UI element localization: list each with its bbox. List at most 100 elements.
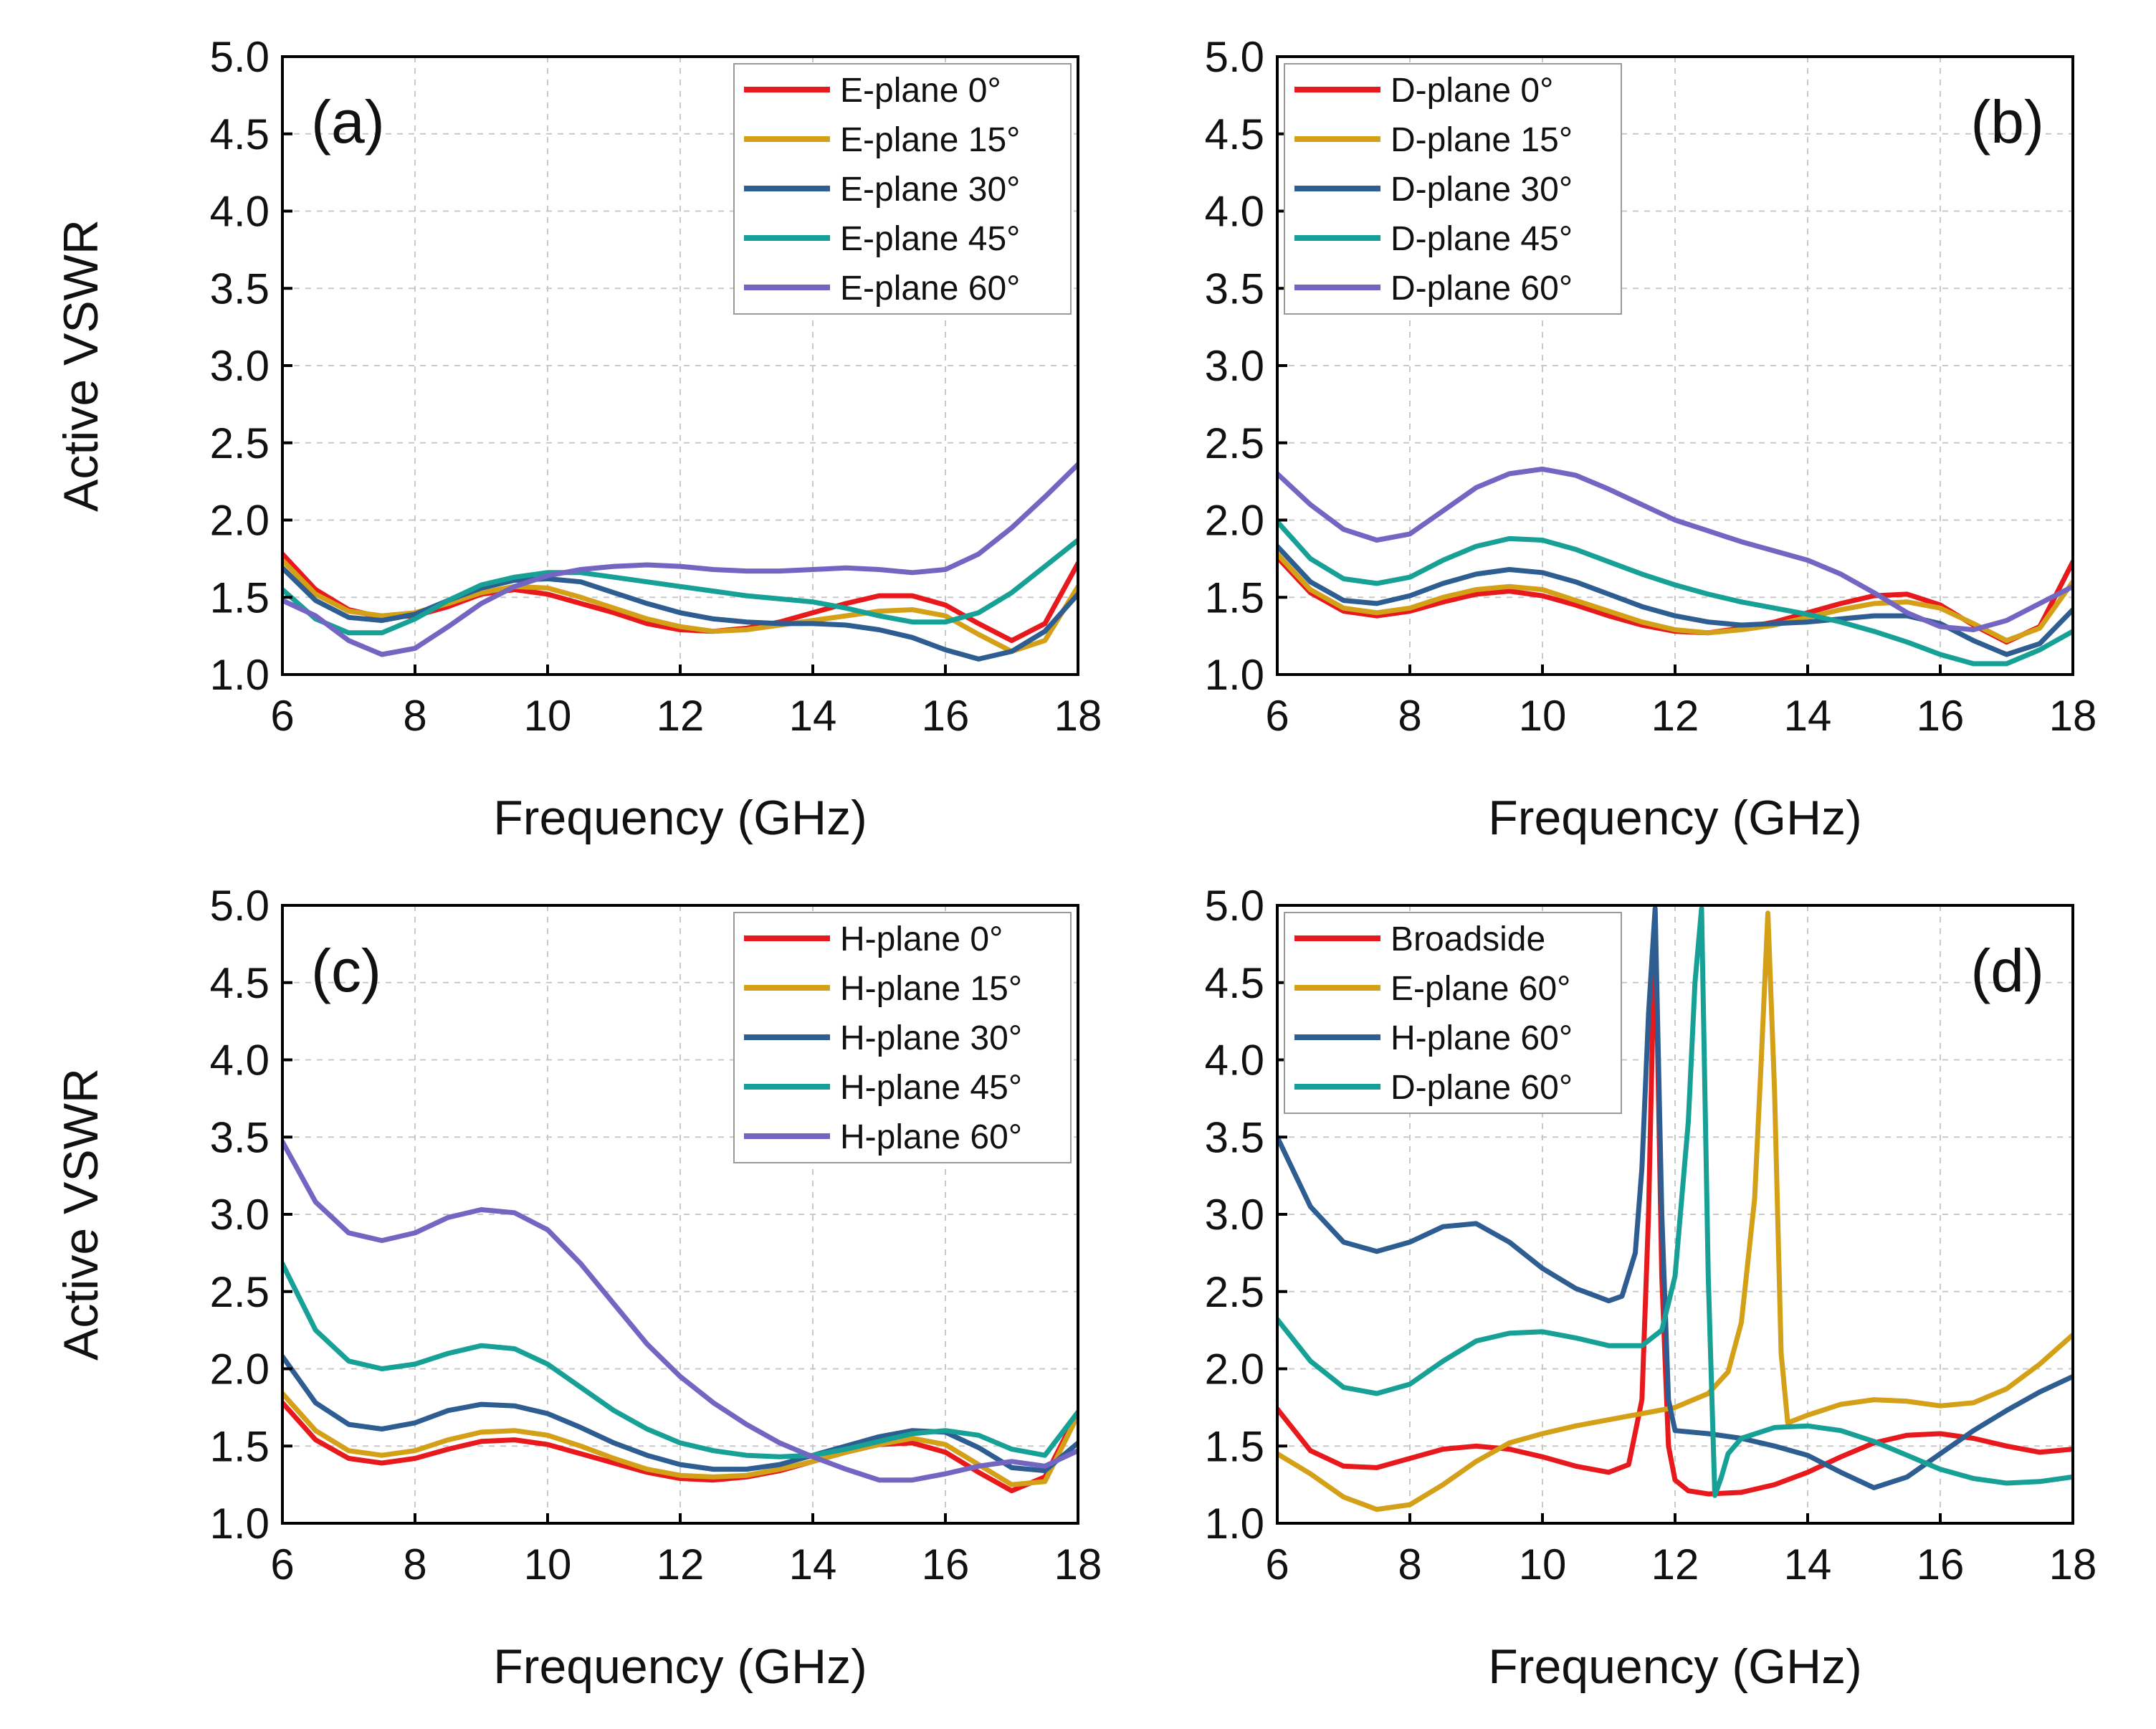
y-tick-label: 5.0 bbox=[1205, 33, 1264, 81]
legend-label: H-plane 15° bbox=[840, 970, 1022, 1008]
y-tick-label: 1.5 bbox=[210, 1422, 270, 1470]
series-line-h-plane-45deg bbox=[282, 1261, 1078, 1459]
plot-series bbox=[1277, 905, 2073, 1513]
x-tick-label: 14 bbox=[789, 1540, 837, 1589]
x-axis-title: Frequency (GHz) bbox=[1488, 1639, 1861, 1694]
panel-label: (d) bbox=[1970, 937, 2044, 1004]
series-line-h-plane-60deg bbox=[1277, 905, 2073, 1490]
x-tick-label: 12 bbox=[657, 1540, 705, 1589]
x-axis-title: Frequency (GHz) bbox=[493, 1639, 867, 1694]
y-tick-label: 4.5 bbox=[1205, 959, 1264, 1007]
y-tick-label: 3.5 bbox=[210, 1113, 270, 1161]
y-tick-label: 2.5 bbox=[1205, 1268, 1264, 1316]
legend-label: H-plane 30° bbox=[840, 1019, 1022, 1057]
legend: E-plane 0° E-plane 15° E-plane 30° E-plane … bbox=[733, 63, 1072, 315]
series-line-e-plane-30deg bbox=[282, 565, 1078, 662]
legend-label: H-plane 0° bbox=[840, 920, 1003, 958]
y-tick-label: 3.0 bbox=[210, 342, 270, 390]
series-line-e-plane-45deg bbox=[282, 538, 1078, 636]
x-tick-label: 8 bbox=[403, 1540, 426, 1589]
x-tick-label: 14 bbox=[1784, 1540, 1832, 1589]
legend-label: E-plane 60° bbox=[840, 270, 1020, 308]
x-tick-label: 10 bbox=[1519, 1540, 1567, 1589]
x-tick-label: 6 bbox=[1265, 692, 1289, 740]
legend: H-plane 0° H-plane 15° H-plane 30° H-plane … bbox=[733, 912, 1072, 1163]
x-tick-label: 8 bbox=[403, 692, 426, 740]
y-tick-label: 4.0 bbox=[1205, 1037, 1264, 1085]
legend-label: H-plane 45° bbox=[840, 1069, 1022, 1107]
x-axis-title: Frequency (GHz) bbox=[493, 791, 867, 845]
panel-label: (c) bbox=[311, 937, 381, 1004]
y-tick-label: 2.0 bbox=[210, 1345, 270, 1394]
x-tick-label: 12 bbox=[1651, 692, 1699, 740]
y-tick-label: 1.5 bbox=[1205, 573, 1264, 621]
axis-ticks: 6 8 10 12 14 16 18 1.0 1.5 2.0 2.5 3.0 3.5 4.0 4.5 5.0 bbox=[1205, 882, 2097, 1589]
series-line-h-plane-60deg bbox=[282, 1139, 1078, 1483]
x-tick-label: 14 bbox=[1784, 692, 1832, 740]
plot-series bbox=[1277, 466, 2073, 667]
series-line-d-plane-60deg bbox=[1277, 466, 2073, 632]
series-line-d-plane-60deg bbox=[1277, 905, 2073, 1498]
x-tick-label: 6 bbox=[1265, 1540, 1289, 1589]
x-tick-label: 16 bbox=[1917, 1540, 1965, 1589]
legend-label: E-plane 15° bbox=[840, 121, 1020, 159]
y-axis-title: Active VSWR bbox=[54, 1068, 108, 1361]
plot-series bbox=[282, 1139, 1078, 1494]
x-tick-label: 18 bbox=[2049, 692, 2097, 740]
panel-a: 6 8 10 12 14 16 181.01.52.02.53.03.54.04.55.0 … bbox=[54, 33, 1102, 845]
x-tick-label: 12 bbox=[1651, 1540, 1699, 1589]
x-tick-label: 16 bbox=[922, 1540, 970, 1589]
y-tick-label: 2.5 bbox=[1205, 419, 1264, 467]
legend-label: D-plane 15° bbox=[1391, 121, 1573, 159]
legend-label: H-plane 60° bbox=[840, 1118, 1022, 1156]
panel-d: 6 8 10 12 14 16 181.01.52.02.53.03.54.04.55.0 … bbox=[1205, 882, 2097, 1694]
y-tick-label: 3.5 bbox=[1205, 265, 1264, 313]
y-tick-label: 1.0 bbox=[210, 651, 270, 699]
series-line-h-plane-15deg bbox=[282, 1391, 1078, 1487]
x-tick-label: 16 bbox=[1917, 692, 1965, 740]
legend-label: D-plane 60° bbox=[1391, 270, 1573, 308]
panel-label: (b) bbox=[1970, 88, 2044, 156]
y-tick-label: 1.5 bbox=[1205, 1422, 1264, 1470]
y-tick-label: 2.0 bbox=[210, 497, 270, 545]
legend-label: D-plane 45° bbox=[1391, 220, 1573, 258]
legend: Broadside E-plane 60° H-plane 60° D-plane 6… bbox=[1284, 912, 1622, 1114]
legend-box bbox=[1284, 912, 1622, 1114]
y-tick-label: 3.0 bbox=[210, 1191, 270, 1239]
y-tick-label: 3.5 bbox=[1205, 1113, 1264, 1161]
panel-label: (a) bbox=[311, 88, 385, 156]
panel-c: 6 8 10 12 14 16 181.01.52.02.53.03.54.04.55.0 … bbox=[54, 882, 1102, 1694]
x-tick-label: 12 bbox=[657, 692, 705, 740]
legend: D-plane 0° D-plane 15° D-plane 30° D-plane … bbox=[1284, 63, 1622, 315]
legend-label: D-plane 30° bbox=[1391, 171, 1573, 209]
x-tick-label: 14 bbox=[789, 692, 837, 740]
y-tick-label: 1.5 bbox=[210, 573, 270, 621]
y-tick-label: 2.0 bbox=[1205, 497, 1264, 545]
y-tick-label: 5.0 bbox=[1205, 882, 1264, 930]
x-tick-label: 18 bbox=[2049, 1540, 2097, 1589]
x-tick-label: 10 bbox=[524, 692, 572, 740]
y-tick-label: 4.0 bbox=[210, 1037, 270, 1085]
y-tick-label: 1.0 bbox=[1205, 651, 1264, 699]
legend-label: Broadside bbox=[1391, 920, 1545, 958]
y-tick-label: 1.0 bbox=[210, 1500, 270, 1548]
panel-b: 6 8 10 12 14 16 181.01.52.02.53.03.54.04.55.0 … bbox=[1205, 33, 2097, 845]
y-tick-label: 4.5 bbox=[1205, 110, 1264, 158]
x-tick-label: 10 bbox=[524, 1540, 572, 1589]
y-tick-label: 4.0 bbox=[1205, 188, 1264, 236]
legend-label: E-plane 30° bbox=[840, 171, 1020, 209]
axis-ticks: 6 8 10 12 14 16 18 1.0 1.5 2.0 2.5 3.0 3.5 4.0 4.5 5.0 bbox=[210, 882, 1102, 1589]
legend-label: H-plane 60° bbox=[1391, 1019, 1573, 1057]
y-tick-label: 5.0 bbox=[210, 33, 270, 81]
legend-label: D-plane 60° bbox=[1391, 1069, 1573, 1107]
y-axis-title: Active VSWR bbox=[54, 219, 108, 512]
legend-label: E-plane 45° bbox=[840, 220, 1020, 258]
y-tick-label: 3.0 bbox=[1205, 1191, 1264, 1239]
y-tick-label: 4.5 bbox=[210, 959, 270, 1007]
axis-ticks: 6 8 10 12 14 16 18 1.0 1.5 2.0 2.5 3.0 3.5 4.0 4.5 5.0 bbox=[210, 33, 1102, 740]
y-tick-label: 2.5 bbox=[210, 419, 270, 467]
series-line-e-plane-60deg bbox=[282, 462, 1078, 657]
series-line-d-plane-30deg bbox=[1277, 543, 2073, 657]
x-tick-label: 6 bbox=[270, 692, 294, 740]
